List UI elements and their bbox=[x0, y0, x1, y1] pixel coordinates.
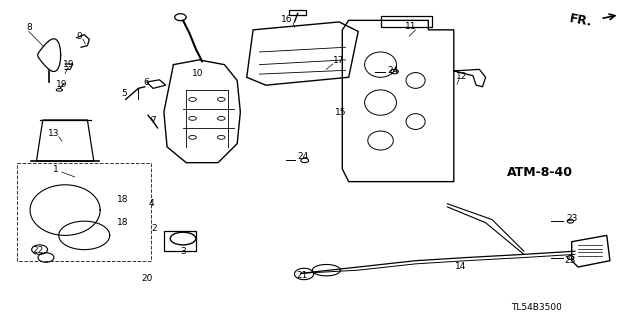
Text: 16: 16 bbox=[281, 15, 292, 24]
Text: 3: 3 bbox=[180, 247, 186, 256]
Text: 24: 24 bbox=[388, 66, 399, 75]
Text: 11: 11 bbox=[404, 22, 416, 31]
Bar bbox=[381, 16, 431, 27]
Text: 13: 13 bbox=[48, 129, 60, 138]
Text: 23: 23 bbox=[564, 256, 576, 264]
Bar bbox=[17, 163, 151, 261]
Text: 19: 19 bbox=[63, 60, 74, 69]
Bar bbox=[164, 231, 196, 251]
Text: 10: 10 bbox=[192, 69, 204, 78]
Text: 7: 7 bbox=[150, 116, 156, 125]
Text: 4: 4 bbox=[148, 199, 154, 208]
Text: 6: 6 bbox=[144, 78, 150, 86]
Text: 18: 18 bbox=[116, 196, 128, 204]
Text: 8: 8 bbox=[26, 23, 31, 32]
Text: 17: 17 bbox=[333, 56, 345, 65]
Text: 9: 9 bbox=[76, 32, 82, 41]
Bar bbox=[289, 10, 306, 15]
Text: ATM-8-40: ATM-8-40 bbox=[507, 166, 573, 179]
Text: 22: 22 bbox=[33, 246, 44, 255]
Text: 18: 18 bbox=[116, 218, 128, 226]
Text: 12: 12 bbox=[456, 72, 467, 81]
Text: 19: 19 bbox=[56, 80, 68, 89]
Text: 2: 2 bbox=[152, 224, 157, 233]
Text: 23: 23 bbox=[566, 214, 577, 223]
Text: FR.: FR. bbox=[569, 12, 594, 29]
Text: 5: 5 bbox=[121, 89, 127, 98]
Text: 14: 14 bbox=[454, 262, 466, 271]
Text: 21: 21 bbox=[296, 271, 308, 280]
Text: 24: 24 bbox=[298, 152, 309, 161]
Text: 1: 1 bbox=[52, 165, 58, 174]
Text: 20: 20 bbox=[141, 274, 152, 283]
Text: 15: 15 bbox=[335, 108, 346, 117]
Text: TL54B3500: TL54B3500 bbox=[511, 303, 562, 312]
